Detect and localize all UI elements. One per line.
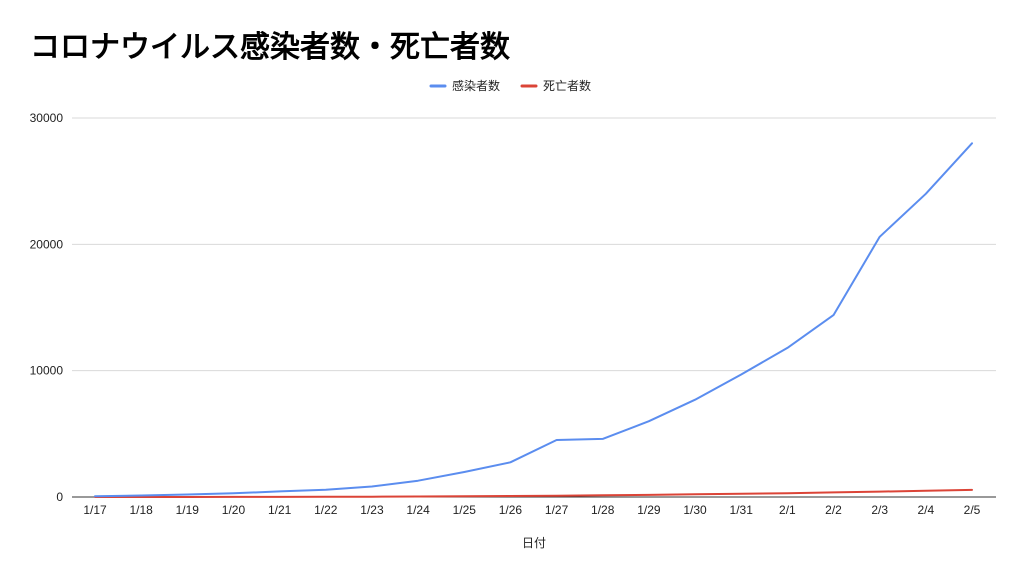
x-tick-label: 1/17 xyxy=(83,503,107,517)
legend-label: 死亡者数 xyxy=(543,78,591,93)
y-tick-label: 20000 xyxy=(30,237,64,251)
x-tick-label: 2/5 xyxy=(964,503,981,517)
legend-label: 感染者数 xyxy=(452,78,500,93)
x-tick-label: 2/2 xyxy=(825,503,842,517)
x-tick-label: 2/1 xyxy=(779,503,796,517)
y-tick-label: 10000 xyxy=(30,364,64,378)
series-lines xyxy=(94,142,973,498)
gridlines xyxy=(72,117,996,498)
x-tick-label: 1/19 xyxy=(176,503,200,517)
x-tick-label: 1/26 xyxy=(499,503,523,517)
series-line-1 xyxy=(94,488,973,498)
x-tick-label: 1/20 xyxy=(222,503,246,517)
x-tick-label: 1/24 xyxy=(406,503,430,517)
x-tick-label: 1/31 xyxy=(730,503,754,517)
x-tick-label: 1/28 xyxy=(591,503,615,517)
x-tick-label: 1/29 xyxy=(637,503,661,517)
y-tick-label: 30000 xyxy=(30,111,64,125)
legend: 感染者数 死亡者数 xyxy=(429,78,591,93)
y-tick-label: 0 xyxy=(56,490,63,504)
x-axis-title: 日付 xyxy=(522,536,546,550)
x-tick-label: 1/21 xyxy=(268,503,292,517)
x-tick-label: 2/3 xyxy=(871,503,888,517)
series-line-0 xyxy=(94,142,973,498)
x-tick-label: 2/4 xyxy=(917,503,934,517)
x-tick-label: 1/27 xyxy=(545,503,569,517)
x-tick-label: 1/22 xyxy=(314,503,338,517)
x-tick-label: 1/18 xyxy=(129,503,153,517)
chart-title: コロナウイルス感染者数・死亡者数 xyxy=(30,30,510,65)
axes: 0 10000 20000 30000 1/17 1/18 1/19 1/20 1/21 1/22… xyxy=(30,111,981,550)
x-tick-label: 1/30 xyxy=(683,503,707,517)
x-tick-label: 1/23 xyxy=(360,503,384,517)
x-tick-label: 1/25 xyxy=(453,503,477,517)
